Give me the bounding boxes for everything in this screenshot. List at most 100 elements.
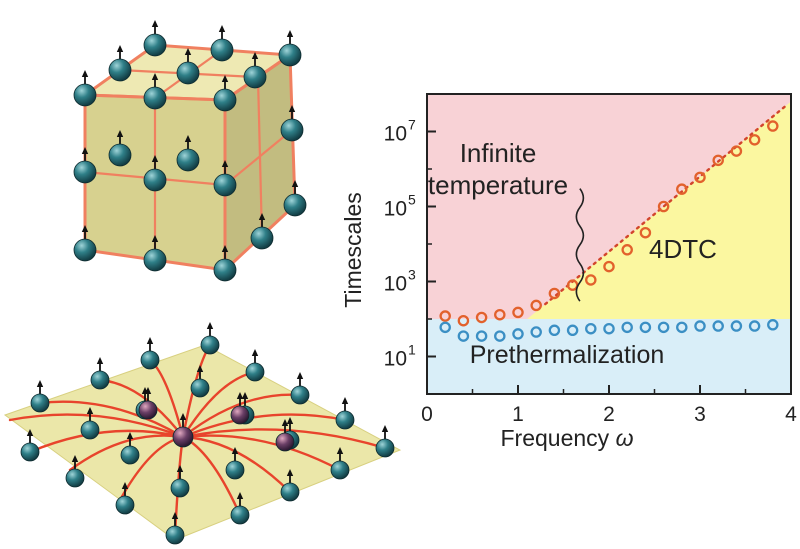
x-tick-label: 0 [421,403,433,426]
series-0-point [748,134,761,146]
planar-lattice [3,322,402,545]
series-0-point [639,226,652,239]
series-1-point [457,330,470,342]
x-axis-label-text: Frequency [501,425,610,451]
fit-line [544,104,788,306]
spin-ball [245,349,265,382]
series-0-point [530,299,542,312]
series-1-point [603,322,615,335]
spin-ball [225,447,245,480]
spin-ball [278,30,302,67]
x-axis-label: Frequency ω [501,425,634,451]
series-0-point [566,279,579,291]
spin-ball [275,419,295,452]
coupling-line [68,434,185,472]
spin-ball [65,455,85,488]
spin-ball [90,357,110,390]
spin-ball [213,245,237,282]
series-0-point [694,171,706,184]
squiggle-path [575,188,585,302]
region-label-infinite-line1: Infinite [460,138,537,168]
spin-ball [143,20,167,57]
series-1-point [439,321,451,334]
spin-ball [290,372,310,405]
spin-ball [140,337,160,370]
series-1-point [566,324,579,337]
series-0-point [439,310,451,322]
spin-ball [250,213,274,250]
spin-ball [172,413,194,448]
series-1-point [748,320,761,332]
series-0-point [512,306,524,319]
spin-ball [138,387,158,420]
lattice-illustration [3,20,402,545]
y-axis-label: Timescales [340,192,366,307]
series-0-point [457,314,470,327]
series-0-point [767,120,779,132]
y-tick-label: 10 [384,198,407,221]
series-1-point [585,322,597,335]
coupling-line [181,428,387,450]
data-markers [439,120,779,342]
series-1-point [530,326,542,338]
spin-ball [108,45,132,82]
series-0-point [730,145,743,157]
x-tick-label: 4 [785,403,797,426]
spin-ball [213,75,237,112]
y-tick-exponent: 7 [408,117,416,133]
y-tick-exponent: 3 [408,267,416,283]
series-1-point [694,320,706,332]
series-0-point [621,244,633,256]
spin-ball [115,482,135,515]
spin-ball [210,25,234,62]
coupling-line [181,393,302,439]
series-0-point [494,308,506,321]
spin-ball [176,48,200,85]
spin-ball [80,407,100,440]
series-1-point [657,321,670,334]
coupling-line [8,413,185,439]
region-label-prethermalization: Prethermalization [470,341,665,369]
spin-ball [280,469,300,502]
spin-ball [120,432,140,465]
spin-ball [335,397,355,430]
spin-ball [143,235,167,272]
series-1-point [494,330,506,342]
series-0-point [676,183,688,195]
x-axis-label-symbol: ω [616,425,634,451]
series-0-point [585,274,597,286]
y-tick-label: 10 [384,273,407,296]
x-tick-label: 2 [603,403,615,426]
series-1-point [639,321,652,334]
region-prethermalization [427,319,791,394]
coupling-line [181,413,347,439]
spin-ball [243,52,267,89]
spin-ball [73,147,97,184]
series-0-point [475,311,488,324]
series-1-point [730,320,743,332]
series-0-point [657,200,670,213]
y-tick-label: 10 [384,123,407,146]
series-0-point [712,154,724,167]
series-1-point [548,324,561,337]
spin-ball [20,429,40,462]
spin-ball [143,155,167,192]
series-0-point [548,287,561,300]
spin-ball [230,392,250,425]
spin-ball [230,492,250,525]
x-axis-ticks: 0 1 2 3 4 [421,385,797,426]
y-tick-label: 10 [384,348,407,371]
spin-ball [73,225,97,262]
spin-ball [30,380,50,413]
series-1-point [621,321,633,334]
coupling-line [38,400,185,439]
spin-ball [190,365,210,398]
x-tick-label: 3 [694,403,706,426]
spin-ball [283,180,307,217]
region-label-4dtc: 4DTC [649,234,717,264]
spin-ball [170,465,190,498]
spin-ball [165,512,185,545]
region-label-infinite-line2: temperature [428,170,568,200]
